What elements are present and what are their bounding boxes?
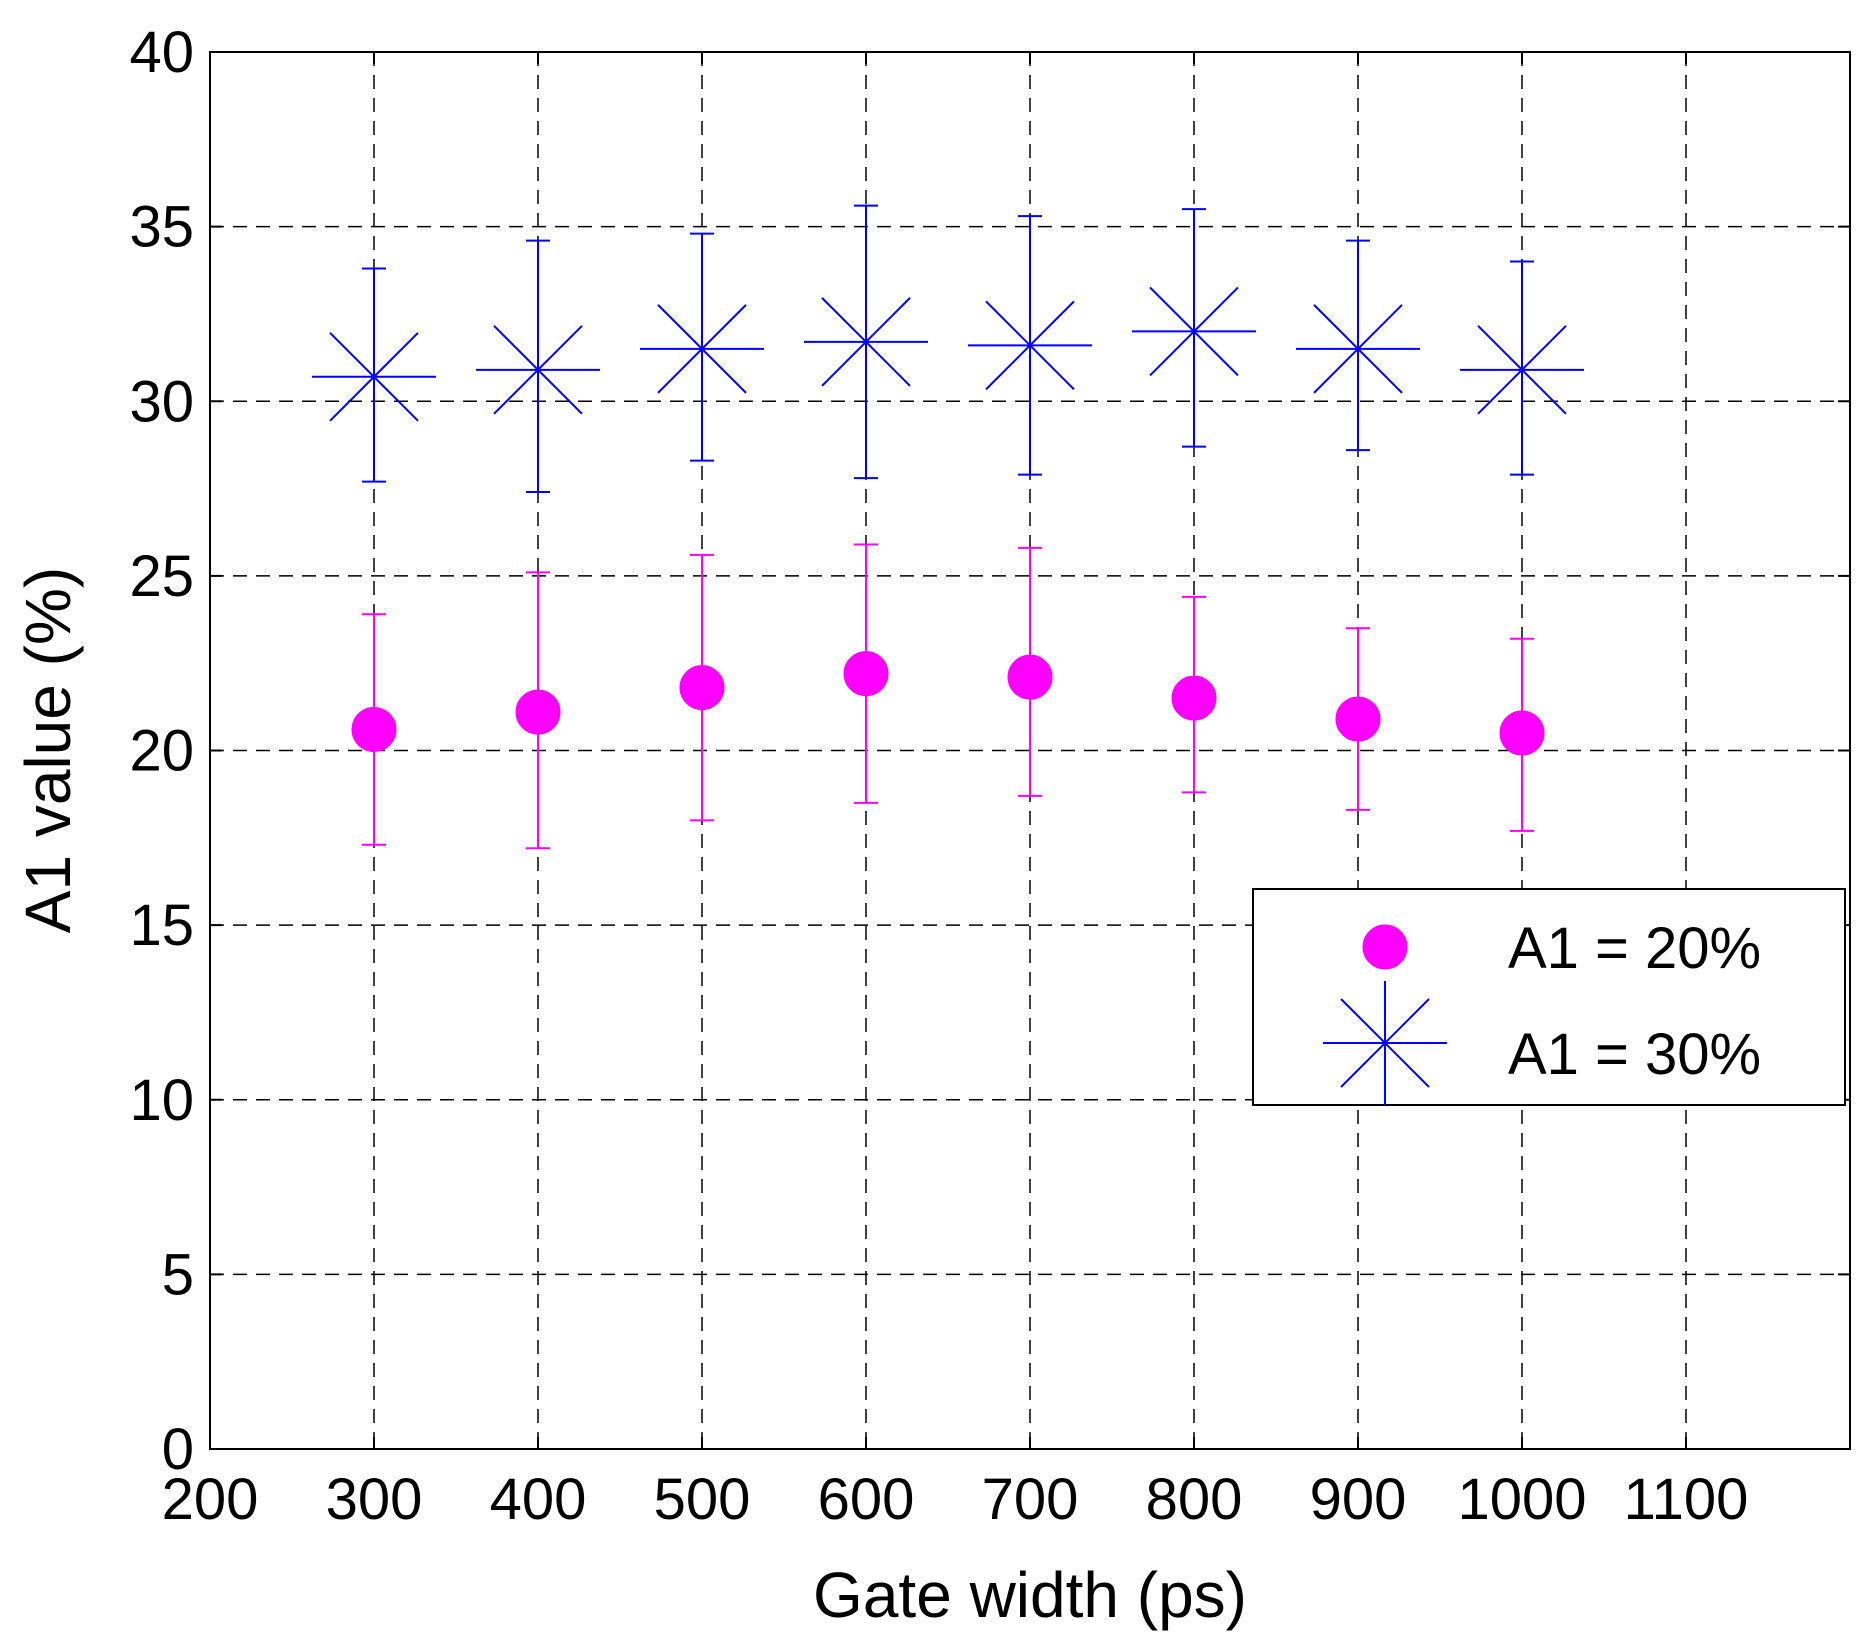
x-tick-label: 800 [1146, 1467, 1243, 1532]
data-point-circle [1171, 675, 1217, 721]
x-tick-label: 900 [1310, 1467, 1407, 1532]
data-point-asterisk-d2 [821, 297, 911, 387]
data-point-circle [351, 707, 397, 753]
data-point-circle [1499, 710, 1545, 756]
legend-label-series-2: A1 = 30% [1508, 1022, 1761, 1087]
legend-marker-asterisk-d2 [1340, 998, 1430, 1088]
y-tick-label: 35 [129, 195, 194, 260]
legend-label-series-1: A1 = 20% [1508, 916, 1761, 981]
legend-entries [1323, 924, 1447, 1105]
y-tick-label: 10 [129, 1068, 194, 1133]
x-tick-label: 700 [982, 1467, 1079, 1532]
y-tick-label: 5 [162, 1242, 194, 1307]
x-tick-label: 1100 [1624, 1467, 1749, 1532]
series-1 [351, 543, 1545, 850]
y-tick-label: 40 [129, 20, 194, 85]
y-tick-label: 15 [129, 893, 194, 958]
y-tick-label: 25 [129, 544, 194, 609]
data-point-circle [843, 651, 889, 697]
y-tick-label: 0 [162, 1417, 194, 1482]
legend-marker-circle [1362, 924, 1408, 970]
y-tick-label: 20 [129, 719, 194, 784]
series-layer [312, 204, 1584, 850]
data-point-circle [679, 665, 725, 711]
data-point-asterisk-d2 [1149, 286, 1239, 377]
data-point-asterisk-d2 [1313, 304, 1403, 394]
data-point-circle [1007, 654, 1053, 700]
legend-box [1252, 888, 1846, 1106]
data-point-circle [1335, 696, 1381, 742]
x-tick-label: 1000 [1457, 1467, 1586, 1532]
data-point-asterisk-d2 [657, 304, 747, 394]
data-point-asterisk-d2 [1477, 325, 1567, 415]
ticks-layer: 200 300 400 500 600 700 800 900 1000 1100 0 5 10 15 20… [129, 20, 1850, 1532]
x-tick-label: 400 [490, 1467, 587, 1532]
plot-frame [209, 51, 1851, 1450]
y-axis-title: A1 value (%) [12, 567, 84, 933]
x-tick-label: 200 [162, 1467, 259, 1532]
data-point-circle [515, 689, 561, 735]
data-point-asterisk-d2 [329, 332, 419, 422]
data-point-asterisk-d2 [985, 300, 1075, 391]
legend: A1 = 20% A1 = 30% [1252, 888, 1846, 1106]
x-axis-title: Gate width (ps) [813, 1559, 1247, 1631]
x-tick-label: 600 [818, 1467, 915, 1532]
data-point-asterisk-d2 [493, 325, 583, 415]
y-tick-label: 30 [129, 369, 194, 434]
x-tick-label: 300 [326, 1467, 423, 1532]
series-2 [312, 204, 1584, 494]
x-tick-label: 500 [654, 1467, 751, 1532]
